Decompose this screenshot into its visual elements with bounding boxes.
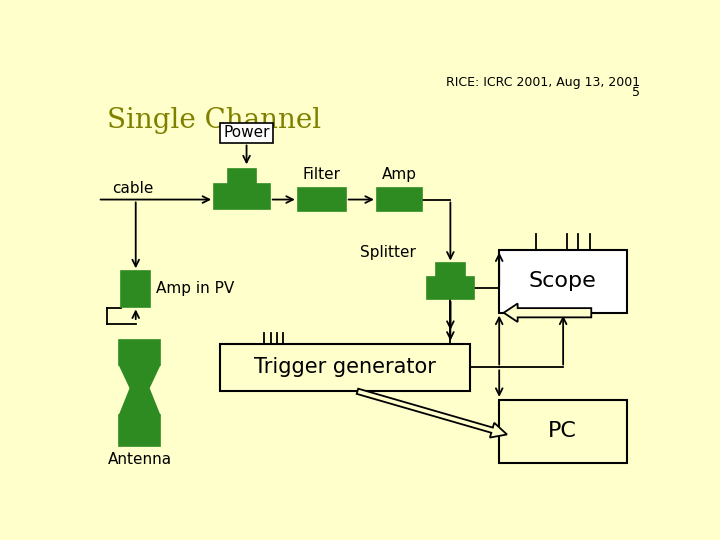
Bar — [214, 184, 270, 209]
Bar — [120, 340, 160, 365]
Text: Amp: Amp — [382, 167, 417, 182]
Polygon shape — [120, 365, 160, 388]
Text: PC: PC — [549, 421, 577, 441]
Bar — [121, 271, 150, 307]
Bar — [377, 188, 422, 211]
Bar — [427, 278, 474, 299]
Bar — [220, 343, 469, 392]
Text: Antenna: Antenna — [107, 452, 171, 467]
Text: Trigger generator: Trigger generator — [254, 357, 436, 377]
Text: Scope: Scope — [529, 271, 597, 291]
Text: Splitter: Splitter — [359, 245, 415, 260]
Bar — [228, 168, 256, 186]
Text: RICE: ICRC 2001, Aug 13, 2001: RICE: ICRC 2001, Aug 13, 2001 — [446, 76, 640, 89]
Polygon shape — [356, 389, 507, 437]
Bar — [499, 400, 627, 463]
Text: 5: 5 — [632, 85, 640, 99]
Text: Filter: Filter — [302, 167, 341, 182]
Bar — [220, 123, 273, 143]
Text: Power: Power — [223, 125, 270, 140]
Text: Single Channel: Single Channel — [107, 107, 321, 134]
Bar — [120, 415, 160, 446]
Text: Amp in PV: Amp in PV — [156, 281, 234, 295]
Bar — [436, 264, 465, 279]
Bar — [499, 249, 627, 313]
Bar — [297, 188, 346, 211]
Polygon shape — [120, 388, 160, 415]
Polygon shape — [504, 303, 591, 322]
Text: cable: cable — [112, 181, 153, 195]
